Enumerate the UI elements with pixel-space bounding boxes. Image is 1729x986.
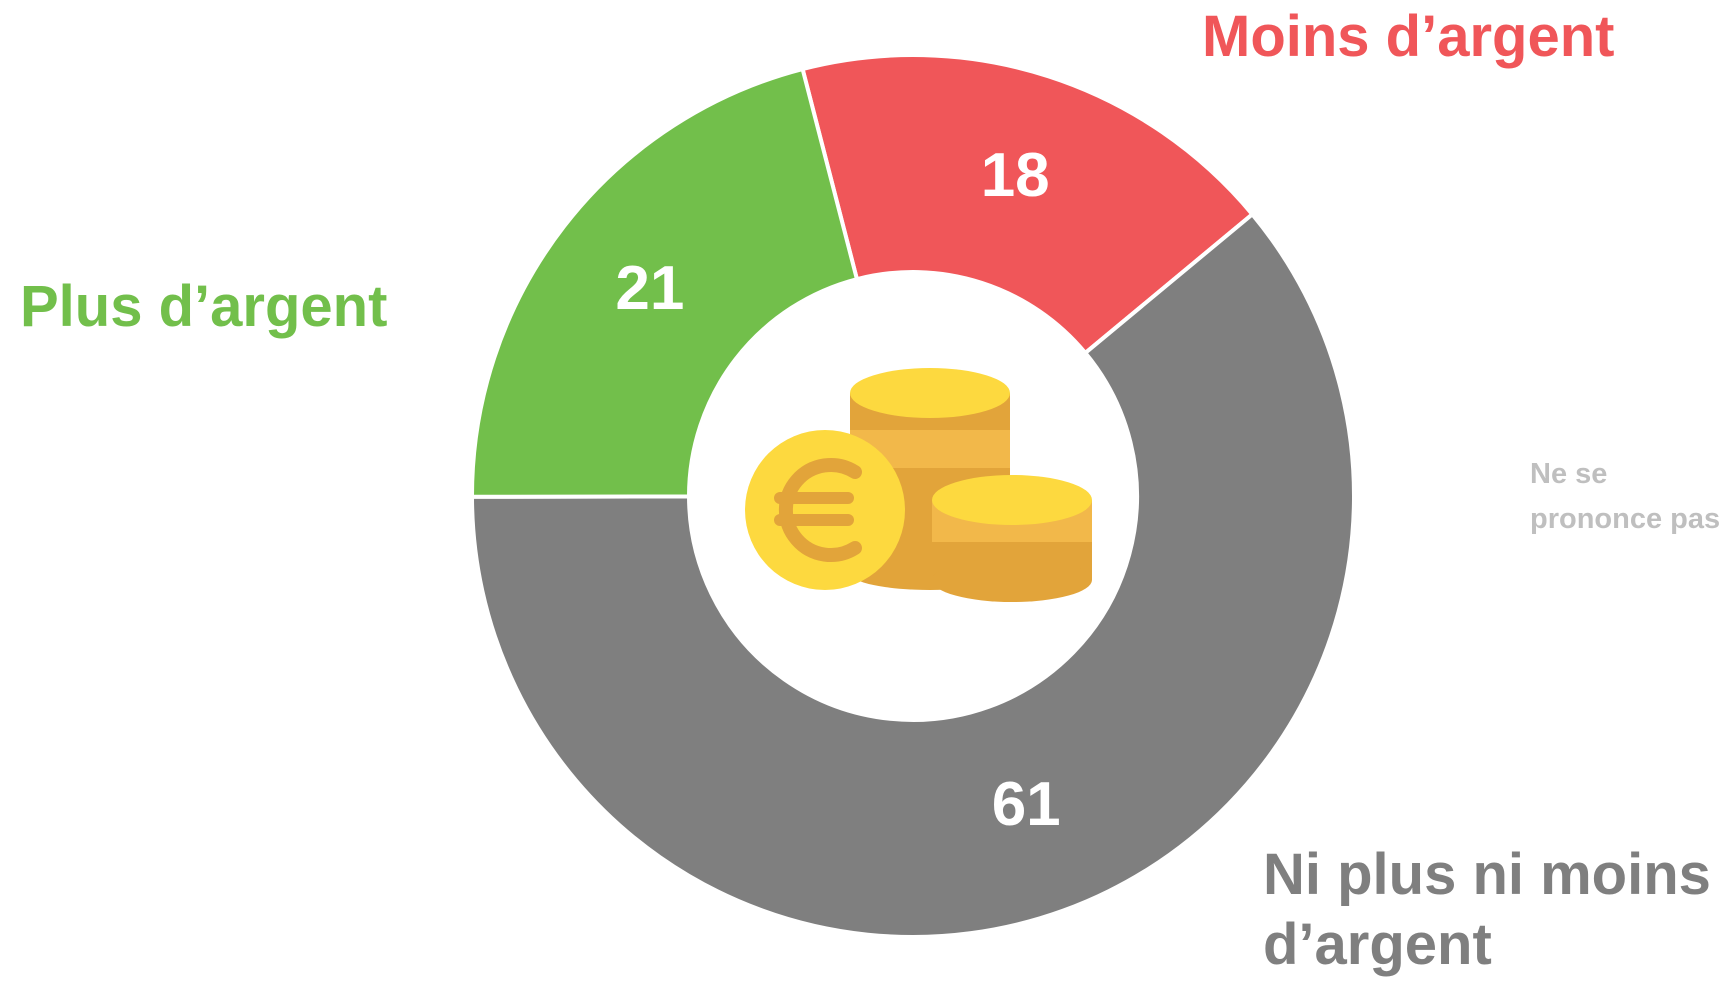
slice bbox=[800, 53, 1256, 356]
slice bbox=[470, 66, 860, 499]
value-label: 61 bbox=[992, 770, 1061, 839]
coins-icon bbox=[745, 368, 1092, 602]
slice bbox=[469, 211, 1356, 939]
value-label: 18 bbox=[981, 141, 1050, 210]
category-label: Ni plus ni moins d’argent bbox=[1263, 842, 1711, 977]
category-label: Moins d’argent bbox=[1202, 4, 1615, 69]
category-label: Plus d’argent bbox=[20, 274, 388, 339]
slices bbox=[469, 53, 1356, 939]
annotation: Ne se prononce pas bbox=[1530, 458, 1721, 535]
value-label: 21 bbox=[615, 254, 684, 323]
